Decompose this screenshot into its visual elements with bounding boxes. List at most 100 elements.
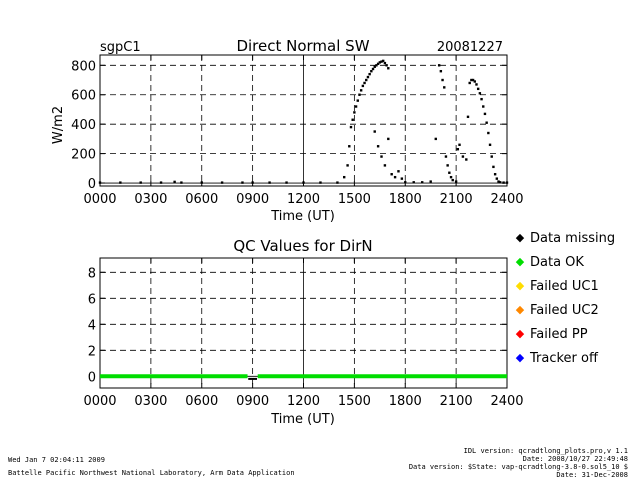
legend-label: Failed UC1 — [530, 279, 599, 294]
data-point — [483, 112, 487, 116]
data-point — [200, 181, 203, 184]
top-y-tick-label: 400 — [71, 118, 96, 133]
top-x-tick-label: 1500 — [338, 192, 371, 207]
y-axis-label: W/m2 — [51, 106, 66, 144]
data-point — [495, 177, 499, 180]
data-point — [139, 181, 142, 184]
data-point — [393, 175, 397, 179]
qc-x-tick-label: 1200 — [287, 394, 320, 409]
qc-y-tick-label: 4 — [88, 318, 96, 333]
x-axis-label-bottom: Time (UT) — [270, 412, 335, 427]
footer-idl-version: IDL version: qcradtlong_plots.pro,v 1.1 — [463, 447, 628, 455]
data-point — [490, 155, 493, 158]
data-point — [376, 145, 380, 148]
legend-marker-diamond: ◆ — [516, 327, 525, 340]
top-y-tick-label: 600 — [71, 89, 96, 104]
data-point — [359, 89, 363, 92]
data-point — [351, 118, 354, 121]
top-x-tick-label: 2100 — [440, 192, 473, 207]
data-point — [376, 62, 380, 66]
data-point — [363, 81, 366, 85]
data-point — [387, 67, 390, 70]
legend-label: Failed PP — [530, 327, 588, 342]
data-point — [446, 164, 449, 167]
data-point — [348, 145, 351, 148]
data-point — [458, 143, 461, 146]
data-point — [366, 75, 370, 79]
data-point — [241, 181, 244, 184]
data-point — [375, 64, 378, 67]
data-point — [268, 181, 271, 184]
data-point — [480, 97, 483, 101]
data-point — [434, 137, 437, 141]
qc-missing-point — [248, 377, 251, 380]
data-point — [461, 155, 465, 158]
data-point — [429, 180, 432, 183]
data-point — [482, 105, 485, 108]
chart-title: Direct Normal SW — [236, 37, 369, 55]
footer-data-version: Data version: $State: vap-qcradtlong-3.8… — [408, 463, 628, 471]
legend-marker-diamond: ◆ — [516, 303, 525, 316]
data-point — [421, 181, 424, 184]
data-point — [466, 115, 470, 119]
data-point — [361, 84, 365, 88]
data-point — [475, 83, 478, 86]
data-point — [468, 81, 471, 85]
data-point — [358, 93, 361, 96]
data-point — [180, 181, 183, 184]
footer-timestamp: Wed Jan 7 02:04:11 2009 — [8, 456, 105, 464]
data-point — [390, 173, 393, 176]
top-x-tick-label: 0600 — [185, 192, 218, 207]
data-point — [439, 69, 443, 73]
qc-missing-point — [249, 377, 252, 380]
footer-data-date: Date: 31-Dec-2008 — [556, 471, 628, 479]
data-point — [499, 181, 502, 184]
data-point — [382, 59, 385, 63]
data-point — [383, 61, 387, 65]
data-point — [404, 181, 407, 184]
qc-y-tick-label: 2 — [88, 344, 96, 359]
data-point — [373, 65, 376, 68]
top-x-tick-label: 1800 — [389, 192, 422, 207]
plot-direct-normal: 0000 0300 0600 0900 1200 1500 1800 2100 2400 0 200… — [71, 54, 524, 207]
data-point — [251, 181, 254, 184]
data-point — [449, 175, 453, 179]
legend-label: Tracker off — [529, 351, 599, 366]
top-y-tick-label: 800 — [71, 59, 96, 74]
legend-marker-diamond: ◆ — [516, 279, 525, 292]
data-point — [443, 86, 446, 89]
legend-label: Data OK — [530, 255, 584, 270]
data-point — [373, 130, 376, 133]
data-point — [505, 181, 509, 184]
qc-missing-point — [251, 377, 254, 380]
qc-x-tick-label: 2100 — [440, 394, 473, 409]
data-point — [492, 165, 495, 169]
data-point — [487, 131, 490, 135]
qc-x-tick-label: 0000 — [83, 394, 116, 409]
data-point — [353, 111, 356, 114]
data-point — [119, 181, 122, 184]
data-point — [302, 181, 305, 184]
data-point — [502, 181, 505, 184]
data-point — [380, 60, 383, 63]
top-y-tick-label: 200 — [71, 148, 96, 163]
data-point — [485, 121, 488, 124]
qc-y-tick-label: 0 — [88, 370, 96, 385]
data-point — [371, 67, 375, 71]
qc-x-tick-label: 0600 — [185, 394, 218, 409]
x-axis-label-top: Time (UT) — [270, 209, 335, 224]
data-point — [346, 164, 349, 167]
legend-marker-diamond: ◆ — [516, 351, 525, 364]
data-point — [397, 170, 400, 173]
data-point — [493, 173, 497, 176]
site-label: sgpC1 — [100, 40, 141, 55]
data-point — [444, 155, 448, 158]
data-point — [343, 175, 346, 179]
footer-institution: Battelle Pacific Northwest National Labo… — [8, 469, 295, 477]
data-point — [285, 181, 288, 184]
qc-x-tick-label: 1500 — [338, 394, 371, 409]
data-point — [159, 181, 163, 184]
data-point — [400, 177, 404, 180]
qc-x-tick-label: 0300 — [134, 394, 167, 409]
data-point — [173, 180, 176, 184]
